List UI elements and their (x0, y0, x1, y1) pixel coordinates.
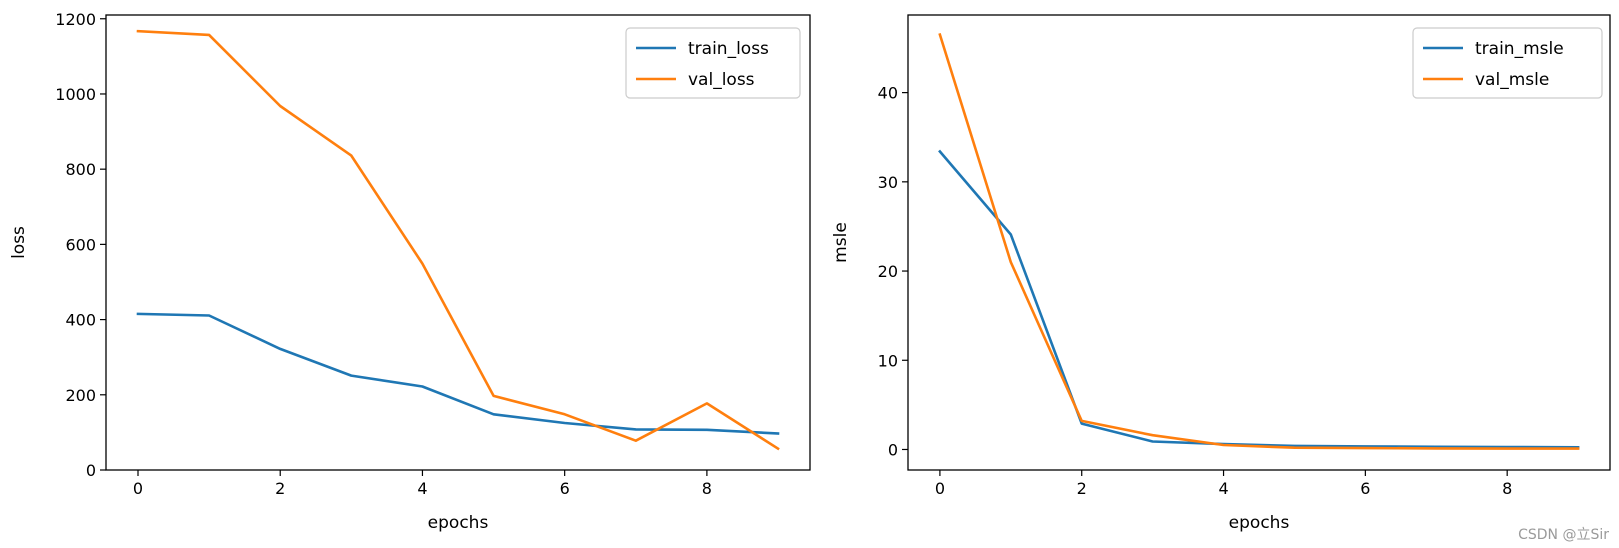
x-axis-label: epochs (1229, 513, 1290, 533)
x-tick-label: 0 (935, 479, 945, 498)
x-tick-label: 4 (1218, 479, 1228, 498)
legend-box (625, 27, 801, 99)
y-tick-label: 0 (86, 461, 96, 480)
series-line-val_loss (136, 29, 780, 451)
x-tick-label: 0 (133, 479, 143, 498)
series-line-train_msle (938, 149, 1580, 449)
series-line-train_loss (136, 312, 780, 435)
legend-label-val_loss: val_loss (688, 70, 755, 90)
y-tick-label: 400 (65, 311, 96, 330)
y-tick-label: 1200 (55, 10, 96, 29)
legend: train_msle val_msle (1412, 27, 1603, 99)
y-tick-label: 30 (878, 173, 898, 192)
y-axis-label: loss (9, 226, 29, 259)
x-axis-label: epochs (428, 513, 489, 533)
axes-frame (105, 14, 811, 471)
x-tick-label: 2 (275, 479, 285, 498)
y-tick-label: 1000 (55, 85, 96, 104)
y-tick-label: 20 (878, 262, 898, 281)
x-tick-label: 8 (1502, 479, 1512, 498)
y-tick-label: 800 (65, 160, 96, 179)
y-tick-label: 0 (888, 440, 898, 459)
y-tick-label: 200 (65, 386, 96, 405)
x-tick-label: 6 (1360, 479, 1370, 498)
legend-box (1412, 27, 1603, 99)
y-axis-label: msle (831, 222, 851, 263)
legend-label-train_loss: train_loss (688, 39, 769, 59)
x-tick-label: 2 (1077, 479, 1087, 498)
y-tick-label: 40 (878, 84, 898, 103)
legend-label-train_msle: train_msle (1475, 39, 1564, 59)
chart-panel-loss: 0 2 4 6 8 0 200 400 600 800 1000 1200 epochs loss trai… (9, 10, 811, 533)
x-tick-label: 6 (560, 479, 570, 498)
x-tick-label: 8 (702, 479, 712, 498)
legend-label-val_msle: val_msle (1475, 70, 1549, 90)
axes-frame (907, 14, 1611, 471)
x-tick-label: 4 (417, 479, 427, 498)
y-tick-label: 10 (878, 351, 898, 370)
y-tick-label: 600 (65, 235, 96, 254)
legend: train_loss val_loss (625, 27, 801, 99)
chart-panel-msle: 0 2 4 6 8 0 10 20 30 40 epochs msle train_msle val_ms… (831, 14, 1611, 533)
watermark-text: CSDN @立Sir (1518, 527, 1609, 543)
series-line-val_msle (938, 32, 1580, 450)
